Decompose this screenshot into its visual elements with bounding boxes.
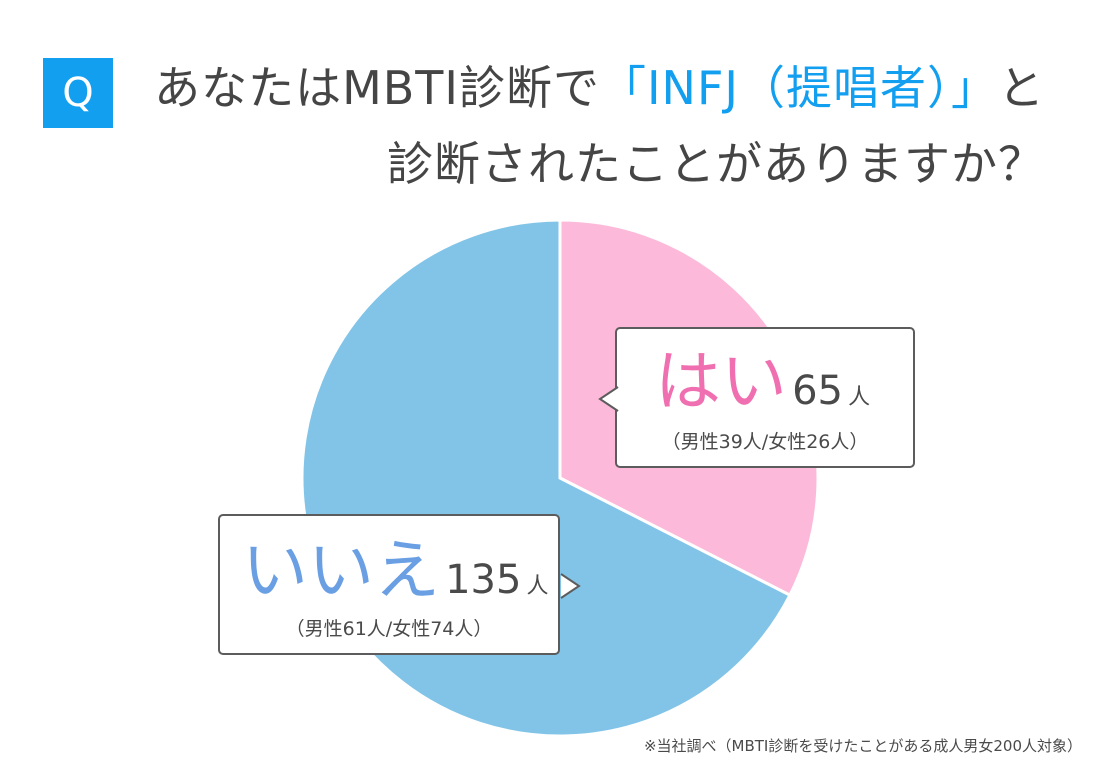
bubble-tail — [560, 573, 581, 599]
label-yes-count: 65 — [792, 368, 843, 414]
title-highlight: 「INFJ（提唱者）」 — [599, 61, 998, 115]
footnote: ※当社調べ（MBTI診断を受けたことがある成人男女200人対象） — [643, 737, 1082, 755]
label-yes-bubble: はい 65 人 （男性39人/女性26人） — [598, 327, 915, 468]
label-yes-breakdown: （男性39人/女性26人） — [661, 431, 869, 453]
label-no-word: いいえ — [242, 532, 440, 609]
label-no-unit: 人 — [526, 574, 549, 599]
label-no-count: 135 — [445, 557, 522, 603]
label-yes-row: はい 65 人 — [655, 349, 870, 415]
label-no-bubble: いいえ 135 人 （男性61人/女性74人） — [218, 514, 581, 655]
title-line-1-text: あなたはMBTI診断で — [154, 61, 600, 115]
label-yes-word: はい — [655, 343, 787, 420]
question-title: あなたはMBTI診断で「INFJ（提唱者）」と 診断されたことがありますか？ — [154, 50, 1045, 202]
label-no-row: いいえ 135 人 — [242, 538, 549, 604]
title-line-2: 診断されたことがありますか？ — [387, 137, 1045, 191]
bubble-tail — [598, 386, 619, 412]
title-line-1-end: と — [998, 61, 1045, 115]
label-no-breakdown: （男性61人/女性74人） — [285, 618, 493, 640]
question-badge: Q — [43, 58, 113, 128]
label-yes-unit: 人 — [848, 385, 871, 410]
title-line-1: あなたはMBTI診断で「INFJ（提唱者）」と — [154, 50, 1045, 126]
